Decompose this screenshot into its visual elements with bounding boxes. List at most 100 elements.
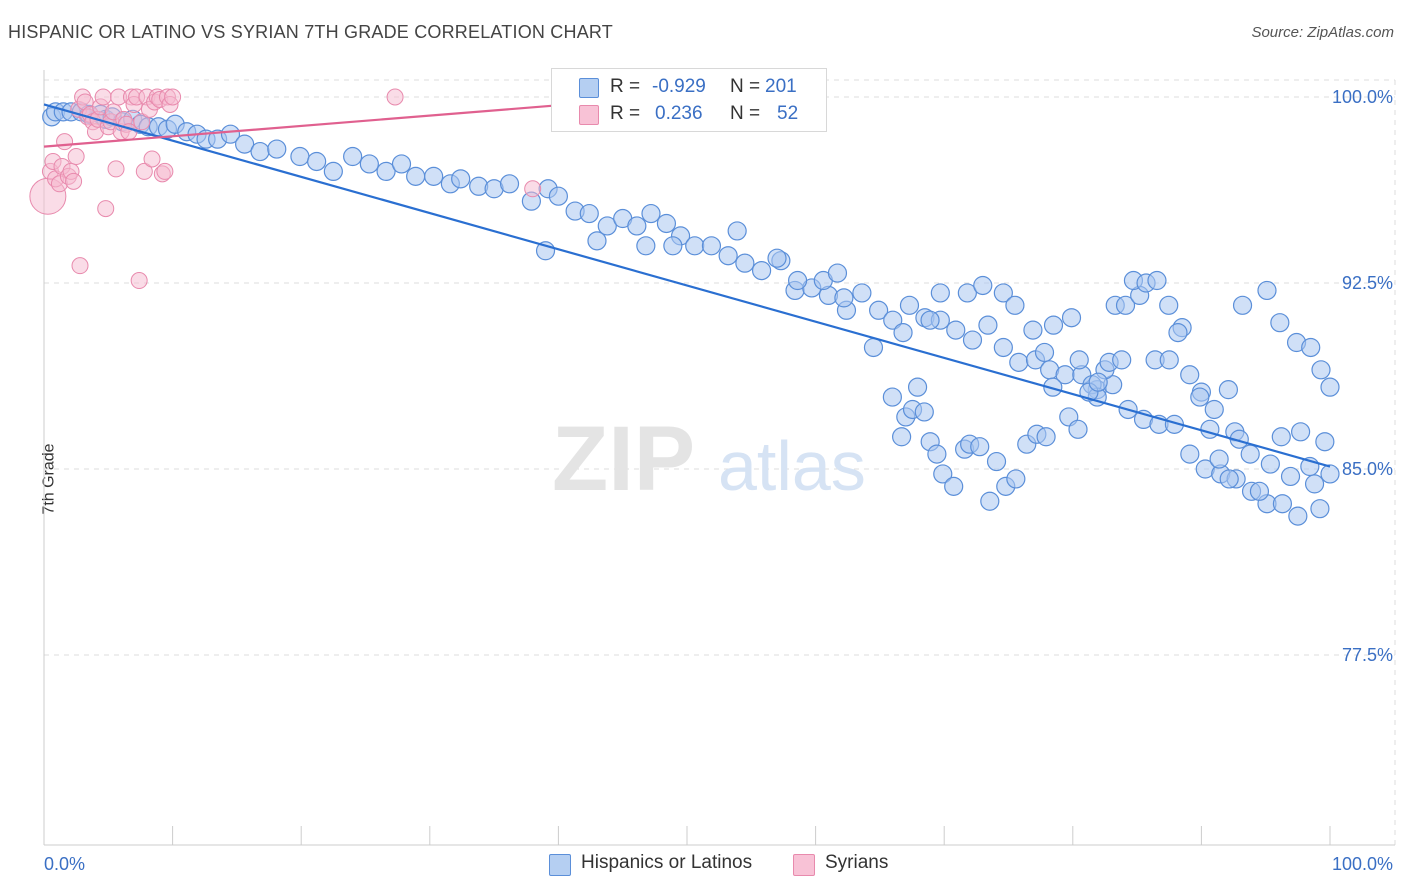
data-point	[927, 444, 947, 464]
data-point	[1310, 499, 1330, 519]
data-point	[1304, 474, 1325, 494]
chart-title: HISPANIC OR LATINO VS SYRIAN 7TH GRADE C…	[8, 22, 613, 42]
data-point	[930, 283, 950, 303]
data-point	[970, 437, 990, 457]
data-point	[56, 133, 74, 151]
data-point	[391, 154, 412, 174]
data-point	[156, 162, 174, 180]
legend-n-label: N =	[730, 103, 761, 124]
data-point	[267, 139, 287, 159]
data-point	[827, 263, 848, 283]
legend-label-syrians: Syrians	[825, 852, 889, 873]
data-point	[290, 146, 310, 167]
legend-r-value: -0.929	[652, 76, 706, 97]
y-tick-label: 100.0%	[1332, 87, 1393, 107]
legend-row-syrians: R = 0.236 N = 52	[552, 100, 826, 128]
data-point	[627, 216, 647, 236]
data-point	[1009, 352, 1029, 372]
data-point	[1180, 365, 1200, 385]
watermark-zip: ZIP	[552, 408, 695, 510]
data-point	[1068, 419, 1088, 439]
data-point	[993, 283, 1013, 303]
data-point	[920, 310, 940, 330]
data-point	[1036, 427, 1056, 447]
series-syrians-points	[29, 88, 657, 290]
data-point	[424, 166, 444, 186]
data-point	[235, 134, 255, 154]
data-point	[1291, 422, 1311, 442]
watermark-atlas: atlas	[718, 427, 866, 505]
y-tick-label: 77.5%	[1342, 645, 1393, 665]
legend-swatch-pink	[793, 854, 815, 876]
data-point	[1271, 427, 1291, 447]
data-point	[451, 169, 471, 189]
data-point	[1249, 481, 1270, 501]
data-point	[135, 162, 153, 180]
data-point	[524, 180, 542, 198]
data-point	[834, 288, 854, 308]
data-point	[1315, 432, 1335, 452]
x-tick-label: 100.0%	[1332, 854, 1393, 874]
data-point	[133, 113, 151, 131]
data-point	[1257, 280, 1277, 301]
data-point	[944, 476, 964, 496]
data-point	[1061, 308, 1082, 328]
data-point	[1270, 313, 1290, 333]
data-point	[863, 337, 884, 358]
data-point	[893, 323, 913, 343]
correlation-legend: R = -0.929 N = 201 R = 0.236 N = 52	[551, 68, 827, 132]
data-point	[107, 160, 125, 178]
legend-n-value: 52	[777, 103, 799, 124]
data-point	[914, 402, 934, 422]
data-point	[1190, 387, 1210, 407]
data-point	[882, 387, 902, 407]
data-point	[962, 330, 983, 350]
data-point	[1069, 350, 1089, 370]
data-point	[130, 272, 148, 290]
data-point	[1240, 444, 1260, 464]
x-tick-label: 0.0%	[44, 854, 85, 874]
legend-r-label: R =	[610, 76, 641, 97]
gridlines	[44, 79, 1396, 845]
watermark: ZIP atlas	[552, 408, 866, 510]
data-point	[993, 337, 1013, 358]
data-point	[1209, 449, 1229, 469]
data-point	[323, 161, 343, 181]
data-point	[1115, 295, 1136, 315]
legend-n-value: 201	[765, 76, 797, 97]
data-point	[71, 257, 89, 275]
data-point	[548, 186, 569, 206]
data-point	[1043, 315, 1064, 335]
data-point	[1159, 350, 1179, 370]
data-point	[735, 253, 755, 273]
data-point	[787, 270, 808, 291]
data-point	[946, 320, 966, 340]
data-point	[499, 174, 520, 194]
data-point	[1180, 444, 1200, 464]
data-point	[1159, 295, 1179, 315]
data-point	[94, 88, 112, 106]
data-point	[67, 148, 85, 166]
data-point	[1320, 377, 1340, 397]
data-point	[883, 310, 903, 330]
data-point	[597, 216, 617, 236]
data-point	[663, 236, 683, 256]
data-point	[1288, 506, 1308, 526]
data-point	[892, 427, 912, 447]
data-point	[701, 236, 722, 256]
data-point	[980, 491, 1000, 511]
data-point	[727, 221, 747, 241]
data-point	[933, 464, 953, 484]
data-point	[587, 231, 607, 251]
source-credit: Source: ZipAtlas.com	[1251, 24, 1394, 41]
data-point	[1218, 380, 1239, 400]
legend-label-hispanics: Hispanics or Latinos	[581, 852, 753, 873]
data-point	[718, 246, 738, 266]
trend-line-hispanics	[43, 103, 1331, 468]
legend-row-hispanics: R = -0.929 N = 201	[552, 73, 826, 101]
data-point	[656, 213, 677, 234]
y-tick-label: 85.0%	[1342, 459, 1393, 479]
data-point	[1272, 494, 1293, 514]
data-point	[359, 154, 379, 174]
